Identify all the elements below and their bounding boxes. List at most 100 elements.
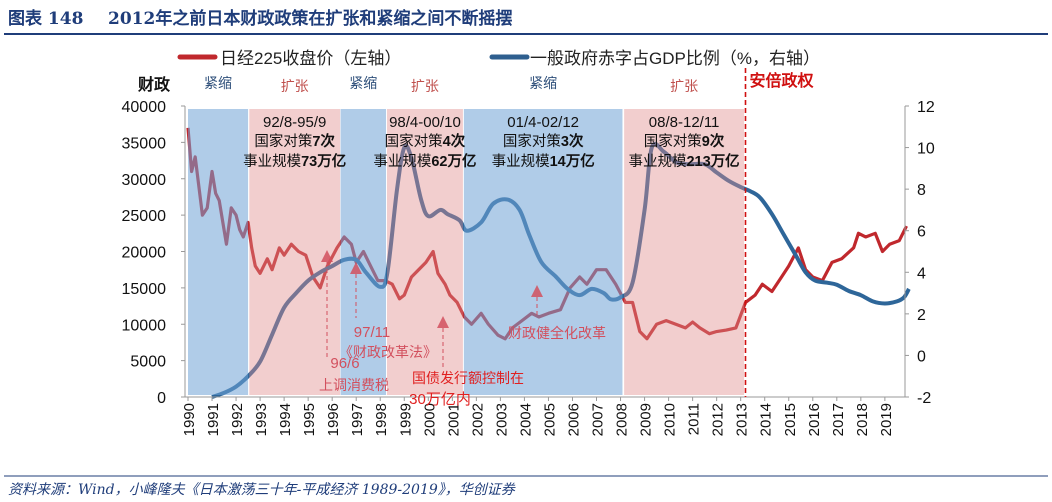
band-count-number: 4	[443, 134, 451, 150]
band-scale-number: 73	[301, 154, 317, 170]
event-annotation-2: 30万亿内	[409, 391, 471, 408]
band-count-5: 国家对策9次	[644, 132, 725, 150]
x-tick-label: 1999	[397, 403, 414, 436]
band-count-suffix: 次	[451, 132, 466, 150]
band-count-number: 9	[702, 134, 710, 150]
x-tick-label: 2012	[710, 403, 727, 436]
x-tick-label: 2000	[421, 403, 438, 436]
right-tick-label: 6	[917, 224, 926, 241]
band-scale-prefix: 事业规模	[492, 153, 550, 170]
band-scale-number: 213	[686, 154, 710, 170]
band-count-prefix: 国家对策	[644, 133, 702, 150]
band-scale-suffix: 万亿	[447, 152, 477, 170]
x-tick-label: 2006	[565, 403, 582, 436]
x-tick-label: 2016	[806, 403, 823, 436]
band-count-3: 国家对策4次	[385, 132, 466, 150]
right-tick-label: 10	[917, 141, 935, 158]
x-tick-label: 1990	[181, 403, 198, 436]
legend-label-deficit: 一般政府赤字占GDP比例（%，右轴）	[530, 49, 820, 68]
band-tight-4	[463, 109, 623, 395]
event-annotation-1: 97/11	[354, 324, 390, 341]
band-count-prefix: 国家对策	[254, 133, 312, 150]
x-tick-label: 2007	[590, 403, 607, 436]
left-tick-label: 30000	[122, 172, 167, 189]
band-period-1: 92/8-95/9	[263, 114, 326, 131]
x-tick-label: 2008	[614, 403, 631, 436]
left-tick-label: 35000	[122, 135, 167, 152]
x-tick-label: 2003	[493, 403, 510, 436]
band-label-5: 扩张	[670, 79, 698, 95]
band-scale-5: 事业规模213万亿	[628, 152, 739, 170]
x-tick-label: 1991	[205, 403, 222, 436]
x-tick-label: 2005	[541, 403, 558, 436]
band-count-prefix: 国家对策	[385, 133, 443, 150]
band-expand-3	[386, 109, 463, 395]
x-tick-label: 2009	[638, 403, 655, 436]
left-tick-label: 5000	[130, 354, 166, 371]
band-label-3: 扩张	[411, 79, 439, 95]
x-tick-label: 2019	[878, 403, 895, 436]
x-tick-label: 2017	[830, 403, 847, 436]
right-tick-label: 12	[917, 99, 935, 116]
band-label-2: 紧缩	[349, 76, 377, 92]
x-tick-label: 1997	[349, 403, 366, 436]
band-count-suffix: 次	[320, 132, 335, 150]
right-tick-label: 8	[917, 182, 926, 199]
x-tick-label: 2013	[734, 403, 751, 436]
x-tick-label: 1998	[373, 403, 390, 436]
event-annotation-0: 上调消费税	[319, 377, 389, 393]
band-count-4: 国家对策3次	[503, 132, 584, 150]
band-scale-suffix: 万亿	[565, 152, 595, 170]
band-scale-number: 14	[550, 154, 566, 170]
band-count-number: 7	[312, 134, 320, 150]
band-scale-prefix: 事业规模	[373, 153, 431, 170]
x-tick-label: 1995	[301, 403, 318, 436]
x-tick-label: 2010	[662, 403, 679, 436]
event-annotation-3: 财政健全化改革	[508, 325, 606, 341]
x-tick-label: 2011	[686, 403, 703, 435]
band-count-1: 国家对策7次	[254, 132, 335, 150]
band-count-suffix: 次	[710, 132, 725, 150]
band-period-3: 98/4-00/10	[389, 114, 461, 131]
right-tick-label: 2	[917, 307, 926, 324]
band-scale-4: 事业规模14万亿	[492, 152, 595, 170]
event-annotation-1: 《财政改革法》	[339, 344, 437, 360]
x-tick-label: 2018	[854, 403, 871, 436]
band-tight-0	[188, 109, 249, 395]
left-tick-label: 15000	[122, 281, 167, 298]
band-label-1: 扩张	[281, 79, 309, 95]
left-axis-title: 财政	[137, 75, 171, 94]
left-tick-label: 40000	[122, 99, 167, 116]
left-tick-label: 0	[157, 390, 166, 407]
x-tick-label: 2002	[469, 403, 486, 436]
event-marker-triangle-icon	[531, 285, 543, 297]
left-tick-label: 25000	[122, 208, 167, 225]
band-label-4: 紧缩	[529, 76, 557, 92]
x-tick-label: 2014	[758, 403, 775, 436]
band-expand-1	[249, 109, 341, 395]
x-tick-label: 2004	[517, 403, 534, 436]
x-tick-label: 1993	[253, 403, 270, 436]
left-tick-label: 10000	[122, 317, 167, 334]
x-tick-label: 1992	[229, 403, 246, 436]
band-scale-suffix: 万亿	[316, 152, 346, 170]
x-tick-label: 1994	[277, 403, 294, 436]
figure-title: 2012年之前日本财政政策在扩张和紧缩之间不断摇摆	[108, 8, 512, 29]
event-marker-triangle-icon	[321, 250, 333, 262]
band-period-5: 08/8-12/11	[649, 114, 720, 131]
right-tick-label: 4	[917, 265, 926, 282]
band-scale-number: 62	[431, 154, 447, 170]
band-scale-prefix: 事业规模	[628, 153, 686, 170]
event-annotation-0: 96/6	[330, 355, 359, 372]
x-tick-label: 2001	[445, 403, 462, 436]
abe-label: 安倍政权	[749, 71, 814, 90]
source-note: 资料来源：Wind，小峰隆夫《日本激荡三十年-平成经济 1989-2019》，华…	[8, 482, 516, 498]
band-count-number: 3	[561, 134, 569, 150]
band-count-prefix: 国家对策	[503, 133, 561, 150]
band-period-4: 01/4-02/12	[507, 114, 579, 131]
band-scale-prefix: 事业规模	[243, 153, 301, 170]
band-expand-5	[624, 109, 745, 395]
right-tick-label: -2	[917, 390, 931, 407]
